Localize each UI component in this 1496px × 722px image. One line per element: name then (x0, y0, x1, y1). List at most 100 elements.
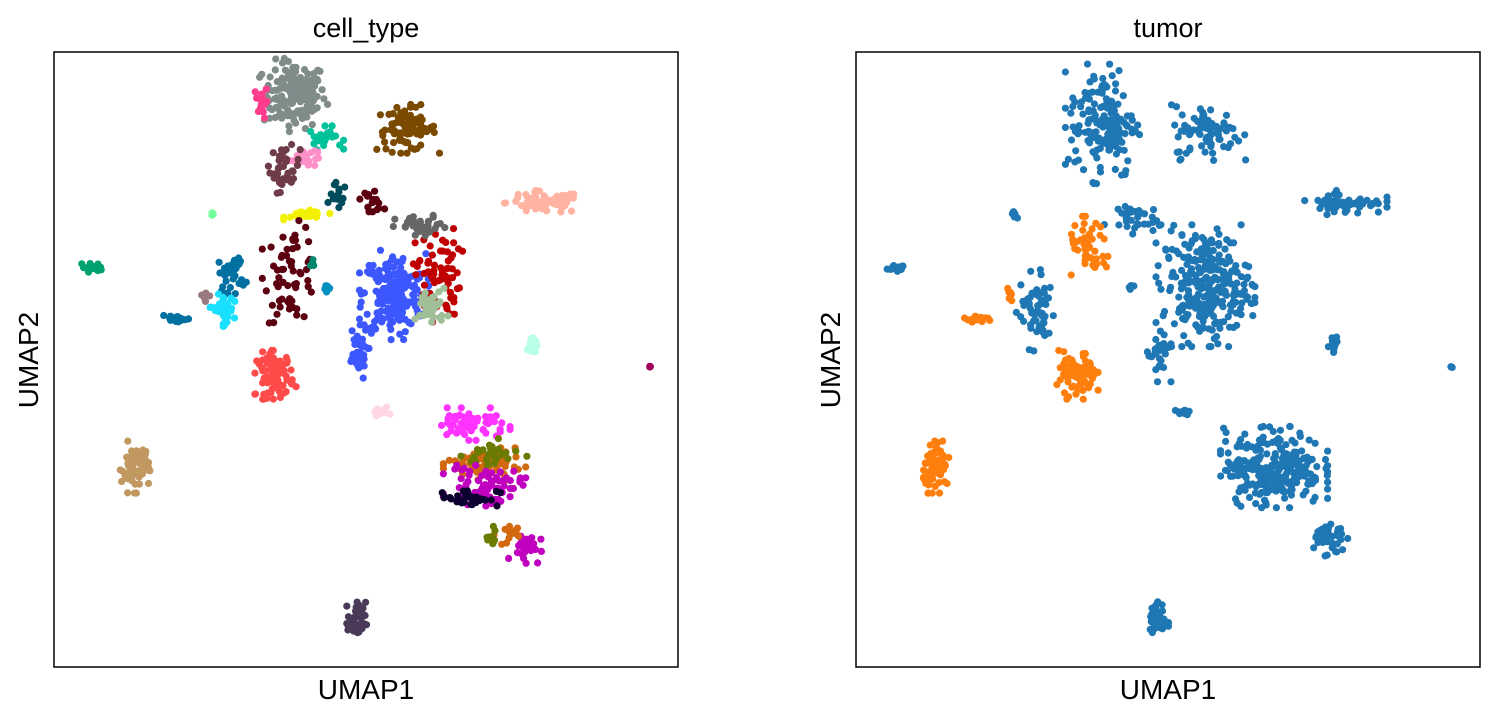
data-point (1222, 437, 1230, 445)
data-point (465, 471, 473, 479)
data-point (407, 103, 415, 111)
data-point (444, 312, 452, 320)
data-point (1129, 230, 1137, 238)
data-point (266, 73, 274, 81)
data-point (1271, 450, 1279, 458)
data-point (94, 260, 102, 268)
data-point (528, 534, 536, 542)
data-point (1341, 208, 1349, 216)
data-point (489, 522, 497, 531)
data-point (1110, 107, 1118, 115)
data-point (1217, 318, 1225, 326)
data-point (394, 272, 402, 280)
data-point (1186, 145, 1194, 153)
data-point (1055, 346, 1063, 355)
data-point (1040, 289, 1048, 297)
data-point (275, 274, 283, 282)
data-point (282, 372, 290, 380)
data-point (1448, 363, 1456, 371)
data-point (355, 623, 363, 631)
data-point (1255, 480, 1263, 488)
data-point (1293, 448, 1301, 456)
data-point (1252, 500, 1260, 508)
data-point (1175, 308, 1183, 316)
data-point (457, 404, 465, 412)
data-point (1007, 290, 1016, 298)
data-point (1086, 380, 1094, 388)
data-point (1286, 504, 1294, 512)
data-point (435, 149, 444, 157)
data-point (379, 132, 387, 140)
data-point (1276, 426, 1284, 434)
data-point (278, 180, 286, 189)
data-point (1276, 444, 1285, 452)
data-point (288, 376, 296, 384)
data-point (1084, 119, 1092, 127)
data-point (124, 489, 132, 497)
data-point (258, 274, 266, 282)
data-point (372, 287, 380, 295)
data-point (457, 475, 465, 483)
data-point (144, 479, 153, 488)
data-point (382, 145, 390, 153)
data-point (428, 318, 436, 326)
data-point (505, 554, 513, 563)
data-point (287, 259, 295, 267)
data-point (411, 231, 419, 239)
data-point (1339, 546, 1347, 554)
data-point (1056, 376, 1064, 384)
data-point (1130, 207, 1138, 215)
data-point (1202, 124, 1210, 132)
data-point (541, 198, 549, 206)
data-point (498, 419, 506, 427)
data-point (308, 121, 316, 129)
data-point (280, 367, 288, 375)
data-point (424, 259, 432, 267)
data-point (1109, 139, 1117, 147)
data-point (1066, 367, 1074, 375)
data-point (285, 128, 293, 136)
data-point (1067, 109, 1075, 117)
data-point (1211, 287, 1219, 295)
data-point (1296, 471, 1304, 479)
data-point (1204, 248, 1212, 256)
data-point (227, 307, 235, 315)
data-point (1219, 288, 1227, 296)
data-point (1225, 343, 1233, 351)
data-point (1174, 133, 1182, 141)
data-point (1149, 226, 1157, 235)
data-point (1122, 121, 1130, 129)
data-point (450, 239, 458, 247)
data-point (437, 316, 445, 324)
data-point (220, 321, 229, 329)
data-point (1221, 279, 1229, 287)
data-point (1160, 307, 1169, 316)
data-point (267, 243, 275, 251)
data-point (486, 404, 494, 412)
data-point (1027, 321, 1035, 329)
data-point (440, 284, 448, 292)
data-point (1216, 125, 1224, 133)
data-point (1156, 327, 1164, 335)
data-point (429, 213, 437, 221)
data-point (1095, 134, 1103, 142)
data-point (430, 128, 438, 137)
data-point (1134, 121, 1142, 129)
data-point (1203, 309, 1211, 317)
data-point (354, 361, 362, 369)
data-point (945, 453, 953, 462)
data-point (1182, 272, 1190, 280)
data-point (251, 369, 259, 377)
data-point (442, 273, 450, 281)
data-point (443, 264, 451, 273)
data-point (1168, 272, 1176, 281)
data-point (1208, 266, 1216, 274)
data-point (1241, 430, 1249, 438)
data-point (369, 261, 377, 269)
data-point (364, 203, 372, 211)
data-point (1220, 268, 1228, 276)
data-point (1118, 209, 1126, 217)
data-point (299, 152, 308, 161)
data-point (397, 109, 405, 117)
data-point (1081, 212, 1089, 220)
